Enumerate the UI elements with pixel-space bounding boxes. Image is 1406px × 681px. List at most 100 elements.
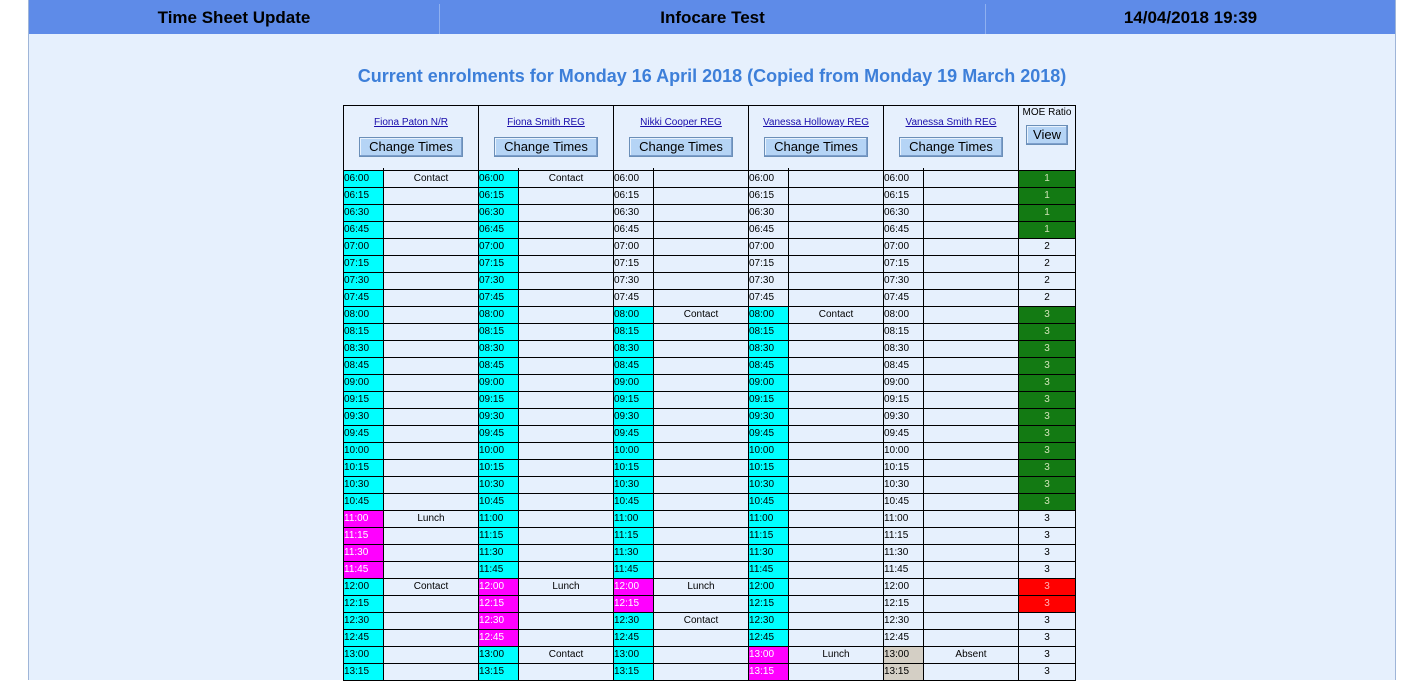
slot-time-cell[interactable]: 08:15 [343,323,384,341]
slot-time-cell[interactable]: 09:45 [343,425,384,443]
slot-time-cell[interactable]: 08:30 [478,340,519,358]
slot-time-cell[interactable]: 10:30 [478,476,519,494]
staff-name-link[interactable]: Vanessa Smith REG [905,117,997,128]
slot-time-cell[interactable]: 06:30 [748,204,789,222]
slot-time-cell[interactable]: 06:30 [343,204,384,222]
slot-time-cell[interactable]: 07:30 [478,272,519,290]
slot-time-cell[interactable]: 13:00 [343,646,384,664]
slot-time-cell[interactable]: 06:15 [613,187,654,205]
slot-time-cell[interactable]: 06:45 [883,221,924,239]
slot-time-cell[interactable]: 08:45 [883,357,924,375]
slot-time-cell[interactable]: 06:30 [613,204,654,222]
slot-time-cell[interactable]: 11:30 [478,544,519,562]
slot-time-cell[interactable]: 06:45 [748,221,789,239]
slot-time-cell[interactable]: 06:00 [343,170,384,188]
slot-time-cell[interactable]: 11:15 [343,527,384,545]
slot-time-cell[interactable]: 10:00 [478,442,519,460]
slot-time-cell[interactable]: 13:15 [613,663,654,681]
slot-time-cell[interactable]: 07:45 [883,289,924,307]
slot-time-cell[interactable]: 11:15 [478,527,519,545]
slot-time-cell[interactable]: 06:45 [478,221,519,239]
slot-time-cell[interactable]: 09:15 [478,391,519,409]
slot-time-cell[interactable]: 06:00 [478,170,519,188]
slot-time-cell[interactable]: 06:15 [883,187,924,205]
slot-time-cell[interactable]: 08:45 [748,357,789,375]
slot-time-cell[interactable]: 06:15 [343,187,384,205]
slot-time-cell[interactable]: 08:15 [613,323,654,341]
slot-time-cell[interactable]: 10:45 [883,493,924,511]
slot-time-cell[interactable]: 07:30 [343,272,384,290]
slot-time-cell[interactable]: 07:15 [748,255,789,273]
slot-time-cell[interactable]: 08:00 [748,306,789,324]
slot-time-cell[interactable]: 07:00 [748,238,789,256]
slot-time-cell[interactable]: 08:00 [883,306,924,324]
slot-time-cell[interactable]: 12:30 [748,612,789,630]
slot-time-cell[interactable]: 07:15 [883,255,924,273]
slot-time-cell[interactable]: 10:30 [343,476,384,494]
slot-time-cell[interactable]: 12:15 [613,595,654,613]
slot-time-cell[interactable]: 10:15 [478,459,519,477]
slot-time-cell[interactable]: 09:30 [478,408,519,426]
slot-time-cell[interactable]: 11:30 [343,544,384,562]
slot-time-cell[interactable]: 12:15 [343,595,384,613]
slot-time-cell[interactable]: 08:15 [748,323,789,341]
staff-name-link[interactable]: Fiona Smith REG [507,117,585,128]
slot-time-cell[interactable]: 07:00 [478,238,519,256]
slot-time-cell[interactable]: 07:30 [613,272,654,290]
slot-time-cell[interactable]: 11:45 [478,561,519,579]
slot-time-cell[interactable]: 09:15 [883,391,924,409]
view-button[interactable]: View [1026,125,1068,145]
change-times-button[interactable]: Change Times [899,137,1003,157]
slot-time-cell[interactable]: 11:45 [883,561,924,579]
slot-time-cell[interactable]: 08:30 [883,340,924,358]
slot-time-cell[interactable]: 06:45 [343,221,384,239]
slot-time-cell[interactable]: 12:15 [748,595,789,613]
slot-time-cell[interactable]: 08:30 [343,340,384,358]
slot-time-cell[interactable]: 11:30 [883,544,924,562]
slot-time-cell[interactable]: 13:15 [883,663,924,681]
slot-time-cell[interactable]: 09:30 [343,408,384,426]
slot-time-cell[interactable]: 06:00 [748,170,789,188]
slot-time-cell[interactable]: 12:00 [883,578,924,596]
slot-time-cell[interactable]: 11:00 [613,510,654,528]
slot-time-cell[interactable]: 09:00 [613,374,654,392]
slot-time-cell[interactable]: 13:00 [883,646,924,664]
slot-time-cell[interactable]: 13:00 [613,646,654,664]
slot-time-cell[interactable]: 11:15 [883,527,924,545]
slot-time-cell[interactable]: 10:15 [748,459,789,477]
slot-time-cell[interactable]: 09:30 [748,408,789,426]
slot-time-cell[interactable]: 10:45 [478,493,519,511]
slot-time-cell[interactable]: 10:00 [613,442,654,460]
slot-time-cell[interactable]: 06:15 [748,187,789,205]
slot-time-cell[interactable]: 10:30 [748,476,789,494]
slot-time-cell[interactable]: 09:15 [613,391,654,409]
slot-time-cell[interactable]: 09:30 [613,408,654,426]
slot-time-cell[interactable]: 06:30 [883,204,924,222]
slot-time-cell[interactable]: 07:45 [343,289,384,307]
slot-time-cell[interactable]: 09:30 [883,408,924,426]
slot-time-cell[interactable]: 10:15 [343,459,384,477]
staff-name-link[interactable]: Nikki Cooper REG [640,117,722,128]
slot-time-cell[interactable]: 07:45 [748,289,789,307]
slot-time-cell[interactable]: 10:45 [748,493,789,511]
slot-time-cell[interactable]: 07:45 [478,289,519,307]
slot-time-cell[interactable]: 08:00 [478,306,519,324]
slot-time-cell[interactable]: 11:00 [748,510,789,528]
slot-time-cell[interactable]: 07:00 [613,238,654,256]
slot-time-cell[interactable]: 12:30 [343,612,384,630]
slot-time-cell[interactable]: 12:30 [613,612,654,630]
slot-time-cell[interactable]: 10:45 [343,493,384,511]
slot-time-cell[interactable]: 09:45 [478,425,519,443]
slot-time-cell[interactable]: 13:15 [748,663,789,681]
slot-time-cell[interactable]: 10:00 [883,442,924,460]
slot-time-cell[interactable]: 08:00 [343,306,384,324]
slot-time-cell[interactable]: 12:00 [748,578,789,596]
slot-time-cell[interactable]: 11:00 [883,510,924,528]
change-times-button[interactable]: Change Times [629,137,733,157]
slot-time-cell[interactable]: 12:15 [883,595,924,613]
slot-time-cell[interactable]: 06:15 [478,187,519,205]
slot-time-cell[interactable]: 10:15 [883,459,924,477]
slot-time-cell[interactable]: 12:45 [613,629,654,647]
slot-time-cell[interactable]: 08:45 [343,357,384,375]
slot-time-cell[interactable]: 11:00 [343,510,384,528]
